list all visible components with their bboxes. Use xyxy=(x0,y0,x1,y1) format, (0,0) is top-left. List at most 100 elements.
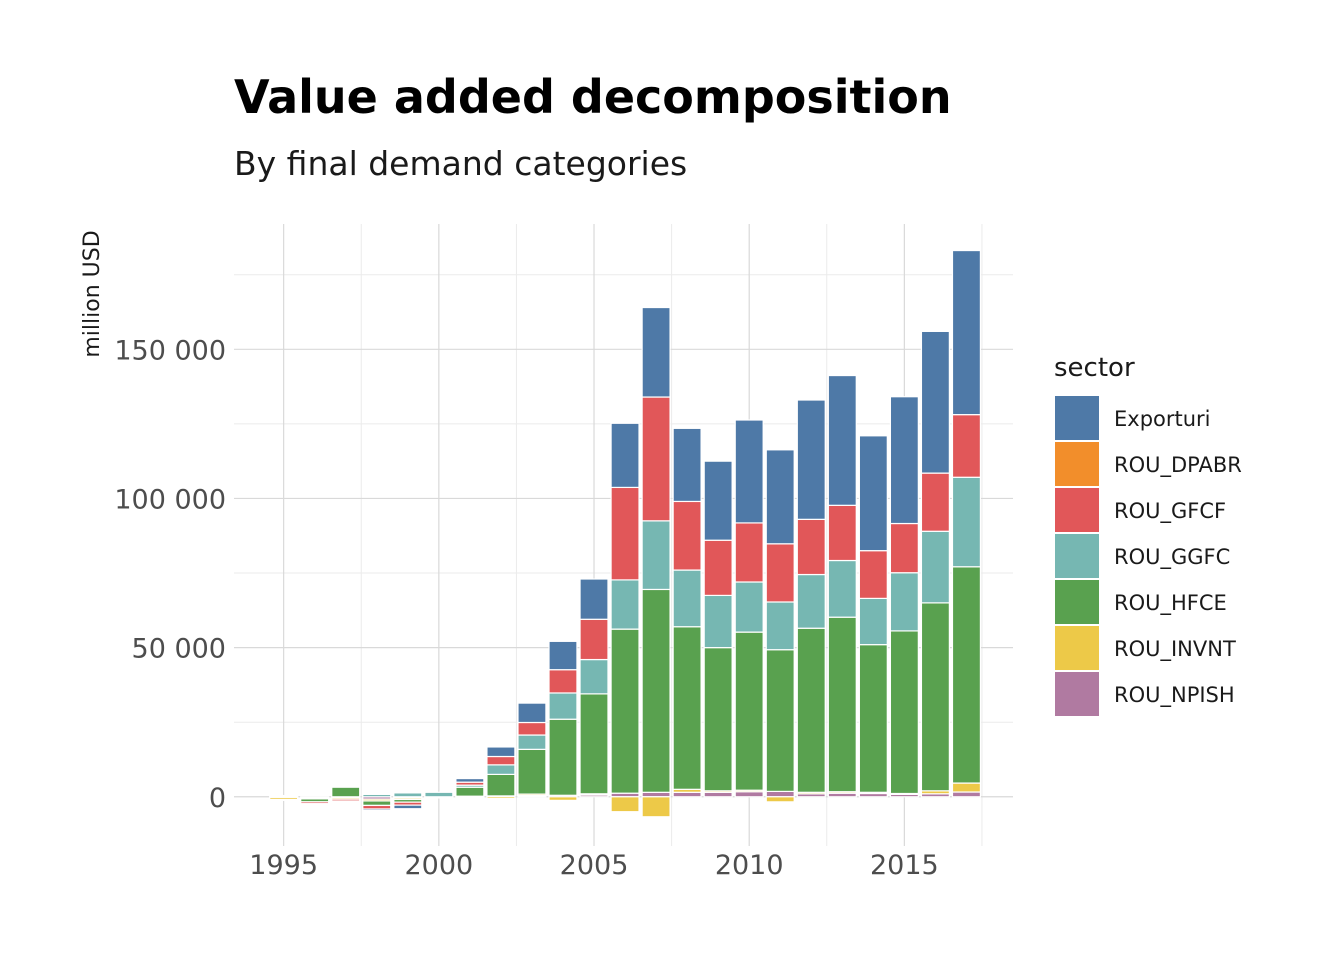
y-tick-label: 150 000 xyxy=(114,335,226,366)
bar-segment-rou-hfce-1995 xyxy=(269,798,299,801)
bar-segment-rou-hfce-2001 xyxy=(455,786,485,797)
bar-segment-exporturi-2001 xyxy=(455,777,485,783)
bar-segment-exporturi-2009 xyxy=(703,460,733,541)
bar-segment-rou-ggfc-2000 xyxy=(424,791,454,798)
bar-segment-rou-ggfc-2010 xyxy=(734,581,764,633)
legend: sector Exporturi ROU_DPABR ROU_GFCF ROU_GGF… xyxy=(1054,353,1242,716)
bar-segment-rou-ggfc-2002 xyxy=(486,764,516,776)
bar-segment-rou-gfcf-2014 xyxy=(858,550,888,599)
bar-segment-rou-gfcf-2007 xyxy=(641,396,671,522)
legend-label: ROU_GGFC xyxy=(1114,545,1230,570)
bar-segment-rou-gfcf-2008 xyxy=(672,500,702,571)
bar-segment-rou-ggfc-2011 xyxy=(765,601,795,651)
bar-segment-exporturi-2015 xyxy=(889,396,919,525)
bar-segment-rou-hfce-2006 xyxy=(610,628,640,794)
chart-subtitle: By final demand categories xyxy=(234,144,688,183)
bar-segment-rou-ggfc-2009 xyxy=(703,594,733,649)
legend-swatch xyxy=(1055,534,1099,578)
bar-segment-rou-gfcf-2010 xyxy=(734,522,764,583)
bar-segment-exporturi-2004 xyxy=(548,640,578,671)
bar-segment-rou-ggfc-1998 xyxy=(362,793,392,798)
bar-segment-rou-invnt-2007 xyxy=(641,796,671,818)
bar-segment-rou-ggfc-2017 xyxy=(951,476,982,568)
bar-segment-rou-ggfc-2007 xyxy=(641,520,671,591)
bar-segment-exporturi-2007 xyxy=(641,306,671,398)
bar-segment-exporturi-2013 xyxy=(827,374,857,506)
legend-label: ROU_INVNT xyxy=(1114,637,1236,662)
bar-segment-rou-gfcf-2012 xyxy=(796,518,826,576)
bar-segment-exporturi-2010 xyxy=(734,419,764,524)
legend-swatch xyxy=(1055,488,1099,532)
bar-segment-rou-hfce-1997 xyxy=(331,786,361,798)
bar-segment-rou-hfce-2016 xyxy=(920,602,950,792)
x-tick-label: 2015 xyxy=(870,850,939,881)
x-axis: 1995 2000 2005 2010 2015 xyxy=(249,850,938,881)
bar-segment-rou-hfce-2008 xyxy=(672,626,702,790)
legend-label: ROU_NPISH xyxy=(1114,683,1235,708)
bar-segment-rou-npish-2011 xyxy=(765,790,795,798)
bar-segment-rou-ggfc-2005 xyxy=(579,658,609,695)
bar-segment-rou-hfce-2003 xyxy=(517,748,547,795)
bar-segment-rou-ggfc-1999 xyxy=(393,792,423,798)
bar-segment-exporturi-1998 xyxy=(362,808,392,812)
bar-segment-rou-hfce-2002 xyxy=(486,773,516,797)
bar-segment-rou-gfcf-2004 xyxy=(548,669,578,694)
x-tick-label: 1995 xyxy=(249,850,318,881)
legend-swatch xyxy=(1055,626,1099,670)
bar-segment-exporturi-2006 xyxy=(610,422,640,489)
y-tick-label: 0 xyxy=(209,783,226,814)
bar-segment-rou-invnt-2006 xyxy=(610,796,640,813)
bar-segment-exporturi-2005 xyxy=(579,578,609,620)
legend-title: sector xyxy=(1054,353,1135,383)
legend-label: ROU_DPABR xyxy=(1114,453,1242,478)
bar-segment-rou-hfce-2017 xyxy=(951,566,982,784)
bar-segment-rou-hfce-1998 xyxy=(362,800,392,807)
bar-segment-rou-ggfc-2015 xyxy=(889,572,919,632)
bar-segment-rou-hfce-2005 xyxy=(579,693,609,795)
legend-swatch xyxy=(1055,672,1099,716)
bar-segment-rou-npish-2008 xyxy=(672,791,702,798)
bar-segment-rou-npish-2007 xyxy=(641,791,671,798)
legend-label: ROU_GFCF xyxy=(1114,499,1226,524)
x-tick-label: 2010 xyxy=(715,850,784,881)
bar-segment-rou-hfce-2015 xyxy=(889,630,919,795)
bar-segment-rou-gfcf-2002 xyxy=(486,755,516,766)
bar-segment-rou-npish-2009 xyxy=(703,791,733,798)
bar-segment-rou-gfcf-2016 xyxy=(920,472,950,532)
bar-segment-rou-npish-2017 xyxy=(951,791,982,798)
bar-segment-rou-ggfc-2016 xyxy=(920,530,950,604)
bar-segment-rou-hfce-2012 xyxy=(796,627,826,793)
bar-segment-rou-hfce-2007 xyxy=(641,588,671,793)
bar-segment-rou-ggfc-2008 xyxy=(672,569,702,628)
bar-segment-exporturi-2016 xyxy=(920,330,950,474)
y-tick-label: 50 000 xyxy=(132,634,226,665)
bar-segment-exporturi-2002 xyxy=(486,746,516,758)
bar-segment-exporturi-2011 xyxy=(765,449,795,545)
bar-segment-rou-invnt-2011 xyxy=(765,796,795,803)
legend-swatch xyxy=(1055,396,1099,440)
x-tick-label: 2000 xyxy=(404,850,473,881)
bar-segment-rou-ggfc-2003 xyxy=(517,734,547,750)
bar-segment-rou-hfce-2009 xyxy=(703,647,733,792)
y-tick-label: 100 000 xyxy=(114,484,226,515)
bar-segment-exporturi-2003 xyxy=(517,702,547,724)
bar-segment-exporturi-2012 xyxy=(796,399,826,520)
y-axis: 0 50 000 100 000 150 000 xyxy=(114,335,226,813)
bar-segment-rou-gfcf-2015 xyxy=(889,522,919,574)
bar-segment-rou-invnt-2001 xyxy=(455,796,485,799)
bar-segment-rou-gfcf-2013 xyxy=(827,504,857,562)
bar-segment-rou-hfce-2013 xyxy=(827,616,857,793)
bar-segment-rou-gfcf-2006 xyxy=(610,486,640,581)
bar-segment-rou-invnt-2017 xyxy=(951,782,982,793)
legend-label: Exporturi xyxy=(1114,407,1211,431)
y-axis-label: million USD xyxy=(80,230,105,357)
bar-segment-rou-npish-2010 xyxy=(734,791,764,798)
legend-label: ROU_HFCE xyxy=(1114,591,1227,616)
bar-segment-rou-ggfc-2012 xyxy=(796,573,826,629)
chart-title: Value added decomposition xyxy=(234,70,952,124)
bar-segment-rou-gfcf-2011 xyxy=(765,543,795,603)
legend-swatch xyxy=(1055,442,1099,486)
bar-segment-rou-ggfc-2013 xyxy=(827,559,857,618)
bar-segment-exporturi-2008 xyxy=(672,427,702,503)
